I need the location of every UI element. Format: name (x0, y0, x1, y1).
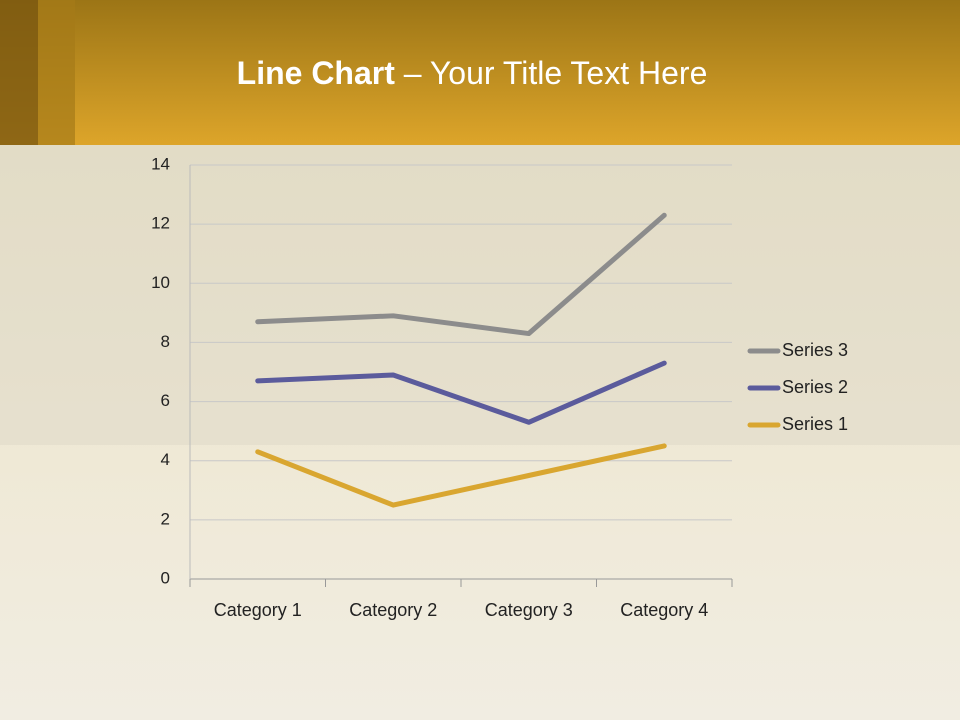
plot: 0 2 4 6 8 10 12 14 Category 1 Category 2 Category … (151, 154, 848, 619)
header-strip (38, 0, 75, 145)
y-tick-label: 0 (161, 568, 170, 587)
background (0, 145, 960, 720)
y-tick-label: 2 (161, 509, 170, 528)
header-strip (0, 0, 38, 145)
y-tick-label: 10 (151, 273, 170, 292)
legend-label: Series 2 (782, 377, 848, 397)
background-shade (0, 145, 960, 445)
y-tick-label: 12 (151, 214, 170, 233)
header-band (0, 0, 960, 145)
series-line (255, 212, 667, 337)
title-rest: – Your Title Text Here (404, 55, 708, 91)
y-tick-label: 14 (151, 154, 170, 173)
legend-label: Series 1 (782, 414, 848, 434)
y-tick-label: 6 (161, 391, 170, 410)
y-tick-label: 4 (161, 450, 170, 469)
y-tick-label: 8 (161, 332, 170, 351)
x-tick-label: Category 1 (214, 600, 302, 620)
series-line (255, 360, 667, 425)
x-tick-label: Category 4 (620, 600, 708, 620)
title-bold: Line Chart (237, 55, 396, 91)
legend-label: Series 3 (782, 340, 848, 360)
series-line (255, 443, 667, 508)
slide-title: Line Chart – Your Title Text Here (237, 55, 708, 91)
x-tick-label: Category 3 (485, 600, 573, 620)
x-tick-label: Category 2 (349, 600, 437, 620)
